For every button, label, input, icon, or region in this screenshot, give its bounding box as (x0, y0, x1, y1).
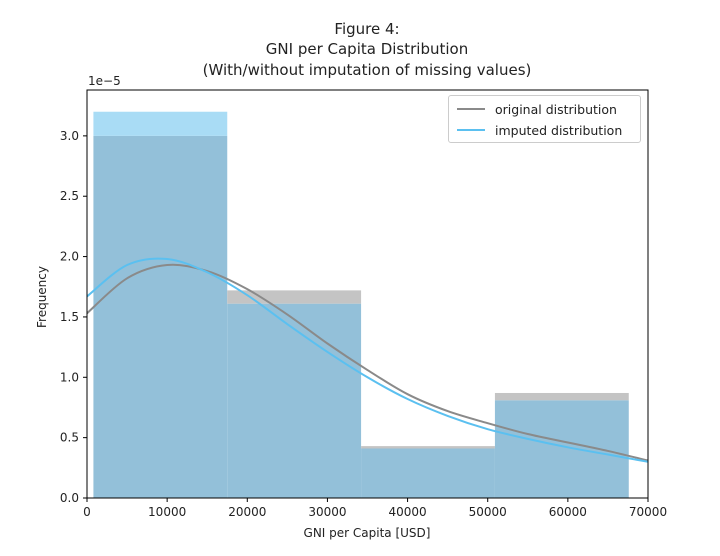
axes-frame (86, 89, 649, 499)
kde-line-imputed (87, 257, 648, 463)
legend-item-original: original distribution (457, 99, 617, 119)
x-tick-label-2: 20000 (228, 505, 266, 519)
kde-line-original (87, 263, 648, 462)
bar-original-2 (361, 446, 495, 449)
legend-swatch-imputed (457, 129, 485, 131)
y-tick-label-5: 2.5 (60, 189, 79, 203)
y-tick-label-3: 1.5 (60, 310, 79, 324)
bar-original-3 (494, 392, 629, 401)
y-scale-label: 1e−5 (88, 74, 121, 88)
legend-label-imputed: imputed distribution (495, 122, 623, 138)
x-tick-label-6: 60000 (549, 505, 587, 519)
y-tick-label-1: 0.5 (60, 431, 79, 445)
chart-title-line-2: GNI per Capita Distribution (265, 40, 469, 58)
legend-item-imputed: imputed distribution (457, 120, 622, 140)
bar-overlap-0 (93, 135, 228, 498)
legend-label-original: original distribution (495, 101, 617, 117)
plot-area (87, 111, 648, 498)
chart-title-line-3: (With/without imputation of missing valu… (202, 61, 532, 79)
y-tick-label-6: 3.0 (60, 129, 79, 143)
y-axis-label: Frequency (35, 266, 49, 328)
x-axis-label: GNI per Capita [USD] (304, 526, 431, 540)
chart-title-line-1: Figure 4: (334, 20, 400, 38)
x-tick-label-5: 50000 (469, 505, 507, 519)
axes: 0 10000 20000 30000 40000 50000 60000 70000 0.0 0… (60, 89, 667, 519)
y-tick-label-4: 2.0 (60, 250, 79, 264)
x-tick-label-0: 0 (83, 505, 91, 519)
bar-overlap-3 (494, 400, 629, 498)
bar-original-1 (227, 290, 362, 304)
legend-swatch-original (457, 108, 485, 110)
y-tick-label-2: 1.0 (60, 370, 79, 384)
x-tick-label-3: 30000 (308, 505, 346, 519)
y-tick-label-0: 0.0 (60, 491, 79, 505)
plot-marks (87, 111, 648, 498)
x-tick-label-1: 10000 (148, 505, 186, 519)
legend: original distribution imputed distributi… (448, 95, 641, 143)
bar-overlap-2 (361, 448, 495, 498)
bar-imputed-0 (93, 111, 228, 136)
x-tick-label-4: 40000 (388, 505, 426, 519)
x-tick-label-7: 70000 (629, 505, 667, 519)
bar-overlap-1 (227, 303, 362, 498)
